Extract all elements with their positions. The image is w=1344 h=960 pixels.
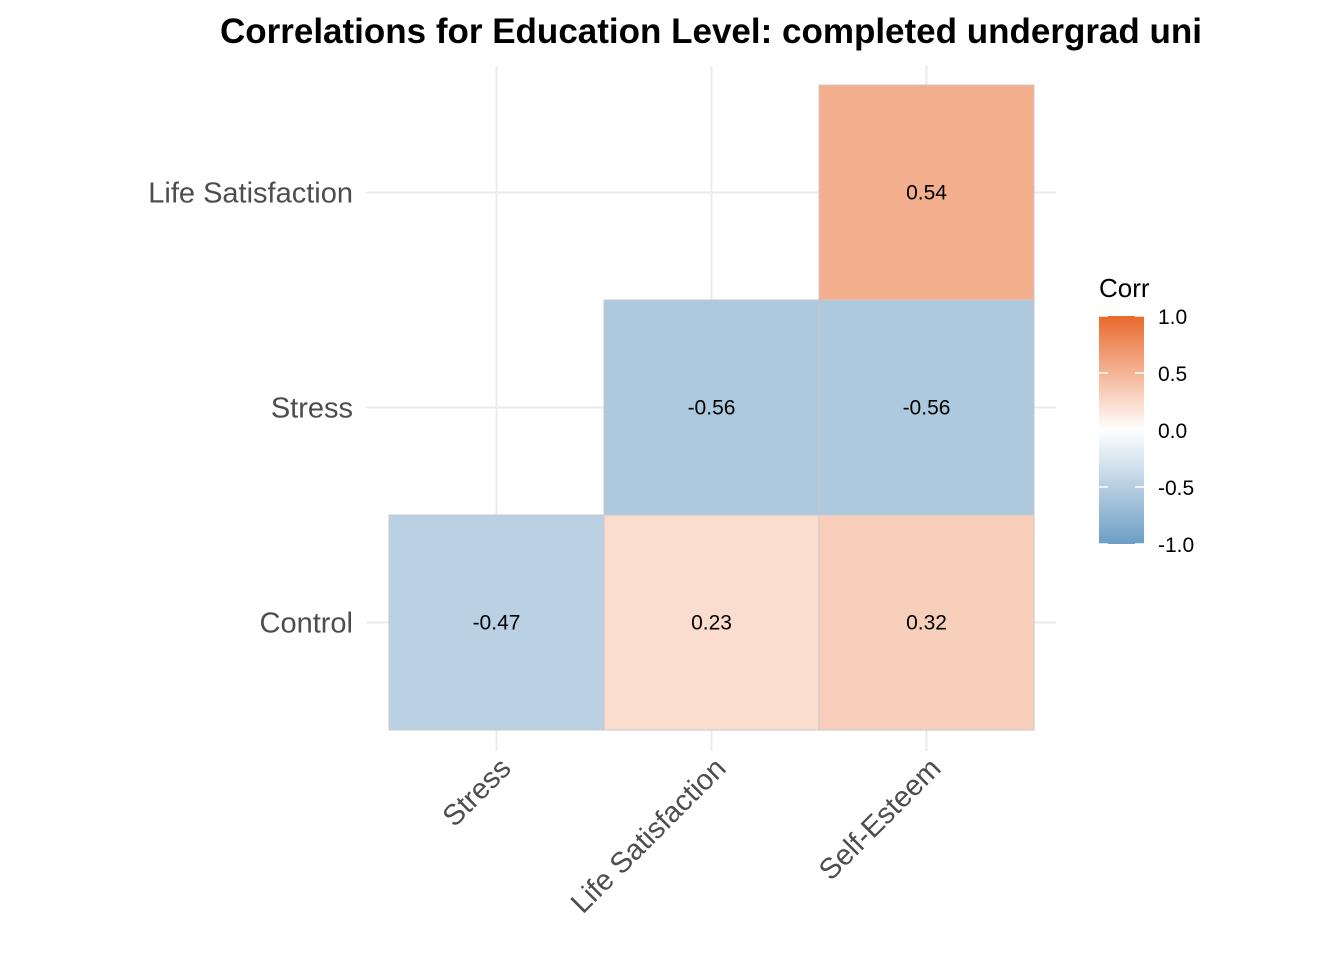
cell-value-label: 0.54 (906, 182, 947, 205)
chart-title: Correlations for Education Level: comple… (220, 12, 1202, 51)
x-tick-label: Self-Esteem (813, 752, 947, 886)
cell-value-label: -0.47 (473, 612, 521, 635)
y-tick-label: Control (260, 608, 354, 640)
x-tick-label: Life Satisfaction (565, 752, 732, 919)
cell-value-label: -0.56 (903, 397, 951, 420)
cell-value-label: 0.23 (691, 612, 732, 635)
legend-title: Corr (1099, 273, 1150, 303)
legend-ticks: 1.0 0.5 0.0 -0.5 -1.0 (1099, 306, 1194, 557)
y-tick-label: Life Satisfaction (148, 178, 353, 210)
legend-tick-label: -1.0 (1158, 534, 1194, 557)
heatmap-cell (388, 514, 605, 731)
heatmap-cell (818, 84, 1035, 301)
heatmap-cell (818, 299, 1035, 516)
cell-value-label: -0.56 (688, 397, 736, 420)
cell-value-labels: -0.47 0.23 0.32 -0.56 -0.56 0.54 (473, 182, 951, 635)
legend-tick-label: 1.0 (1158, 306, 1187, 329)
legend-tick-label: -0.5 (1158, 477, 1194, 500)
x-tick-label: Stress (437, 752, 518, 833)
heatmap-cell (603, 299, 820, 516)
heatmap-cell (818, 514, 1035, 731)
y-axis-labels: Control Stress Life Satisfaction (148, 178, 353, 640)
x-axis-labels: Stress Life Satisfaction Self-Esteem (437, 752, 948, 919)
legend-tick-label: 0.0 (1158, 420, 1187, 443)
legend-tick-label: 0.5 (1158, 363, 1187, 386)
heatmap-cells (388, 84, 1035, 731)
cell-value-label: 0.32 (906, 612, 947, 635)
y-tick-label: Stress (271, 393, 353, 425)
color-legend: Corr 1.0 0.5 0.0 -0.5 -1.0 (1099, 273, 1194, 557)
